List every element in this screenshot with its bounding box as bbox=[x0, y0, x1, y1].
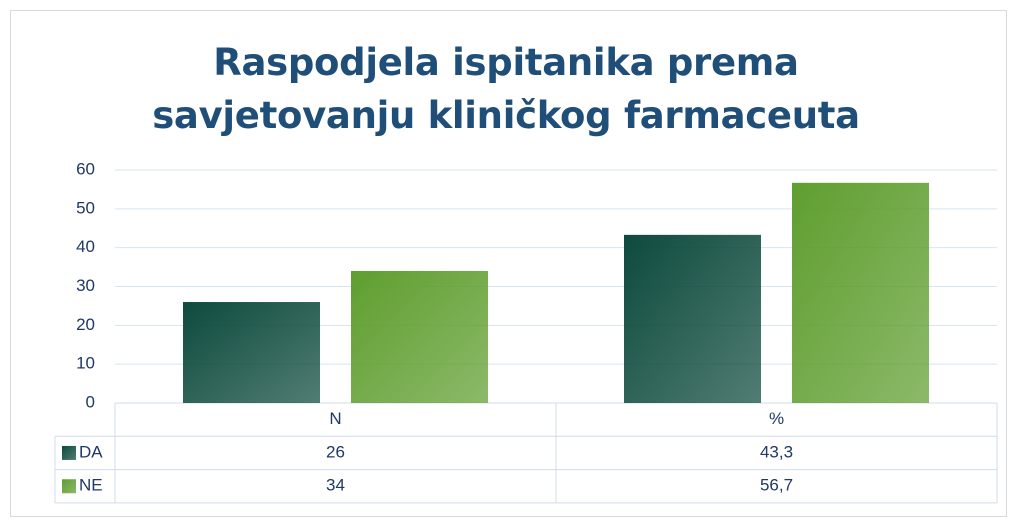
y-tick-label: 30 bbox=[76, 276, 95, 295]
y-tick-label: 0 bbox=[86, 392, 95, 411]
chart-border bbox=[10, 10, 1007, 517]
bar bbox=[624, 234, 761, 403]
legend-label: DA bbox=[79, 442, 103, 461]
y-tick-label: 40 bbox=[76, 237, 95, 256]
legend-key bbox=[62, 445, 76, 460]
table-cell: 56,7 bbox=[760, 476, 793, 495]
x-tick-label: % bbox=[769, 409, 784, 428]
table-cell: 43,3 bbox=[760, 442, 793, 461]
bar bbox=[183, 302, 320, 403]
y-tick-label: 10 bbox=[76, 354, 95, 373]
bar bbox=[351, 270, 488, 403]
x-tick-label: N bbox=[329, 409, 341, 428]
table-cell: 26 bbox=[326, 442, 345, 461]
y-tick-label: 60 bbox=[76, 159, 95, 178]
chart-title: Raspodjela ispitanika prema savjetovanju… bbox=[152, 41, 860, 137]
legend-key bbox=[62, 479, 76, 494]
y-tick-label: 20 bbox=[76, 315, 95, 334]
bar bbox=[792, 182, 929, 403]
table-cell: 34 bbox=[326, 476, 345, 495]
y-tick-label: 50 bbox=[76, 198, 95, 217]
legend-label: NE bbox=[79, 476, 103, 495]
